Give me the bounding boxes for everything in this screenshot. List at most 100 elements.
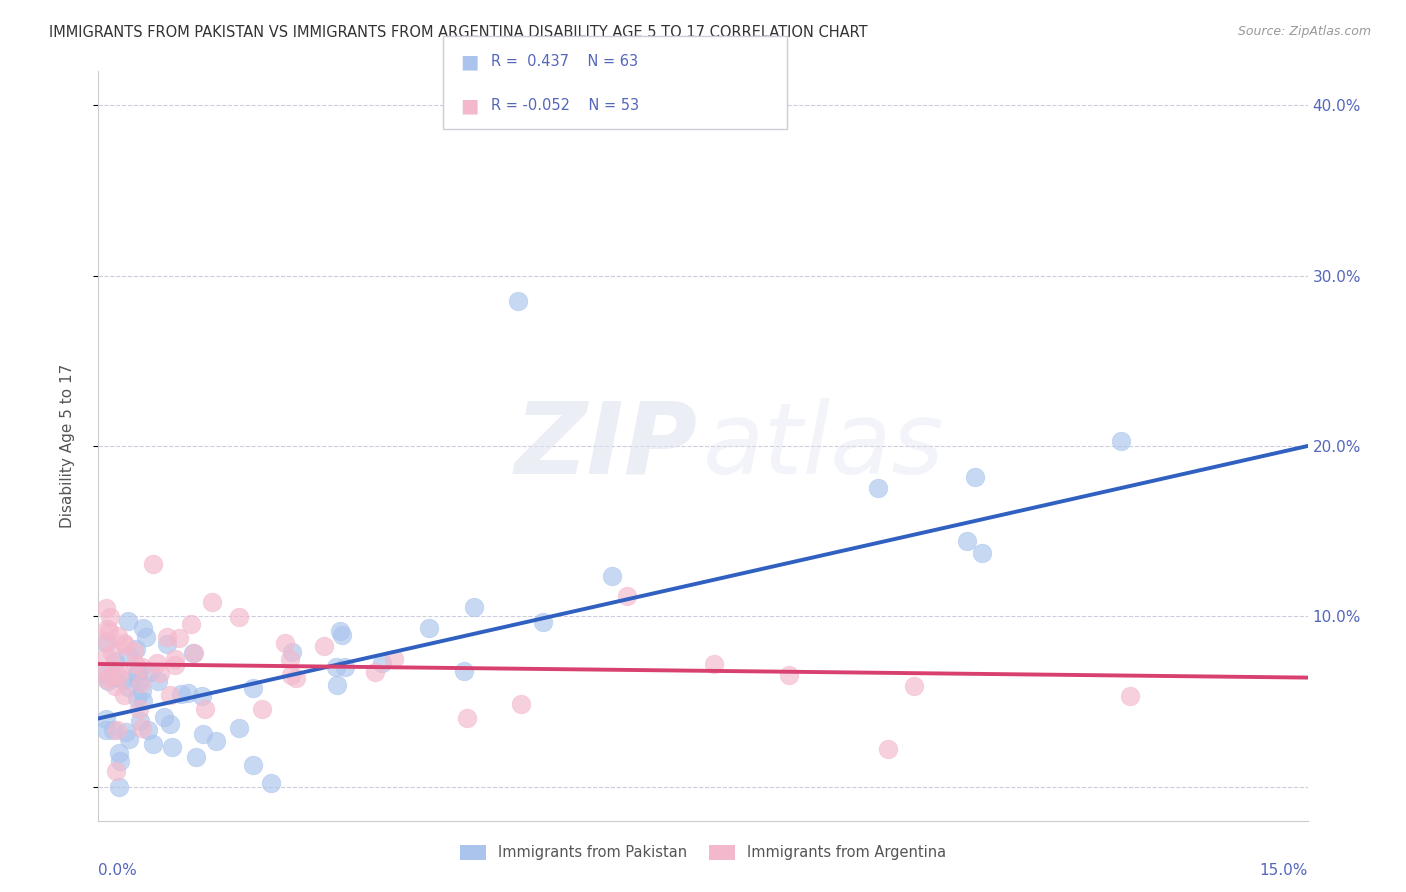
- Text: ■: ■: [460, 53, 478, 71]
- Text: R = -0.052    N = 53: R = -0.052 N = 53: [491, 98, 638, 113]
- Point: [115, 724, 138, 739]
- Point: [127, 666, 149, 681]
- Point: [100, 669, 122, 683]
- Point: [129, 676, 152, 690]
- Point: [326, 678, 349, 692]
- Point: [278, 652, 301, 666]
- Point: [124, 657, 146, 672]
- Point: [96, 666, 118, 681]
- Point: [1109, 434, 1132, 448]
- Point: [96, 712, 118, 726]
- Point: [103, 723, 125, 737]
- Point: [193, 726, 215, 740]
- Point: [98, 610, 121, 624]
- Point: [600, 569, 623, 583]
- Point: [181, 646, 204, 660]
- Point: [159, 688, 181, 702]
- Point: [96, 650, 118, 665]
- Point: [260, 775, 283, 789]
- Point: [135, 630, 157, 644]
- Point: [204, 733, 226, 747]
- Point: [371, 656, 394, 670]
- Text: atlas: atlas: [703, 398, 945, 494]
- Point: [170, 687, 193, 701]
- Point: [111, 673, 134, 687]
- Point: [107, 629, 129, 643]
- Point: [104, 764, 127, 779]
- Point: [418, 621, 440, 635]
- Point: [131, 721, 153, 735]
- Point: [963, 469, 986, 483]
- Point: [146, 673, 169, 688]
- Text: ■: ■: [460, 96, 478, 115]
- Point: [956, 533, 979, 548]
- Point: [703, 657, 725, 671]
- Legend: Immigrants from Pakistan, Immigrants from Argentina: Immigrants from Pakistan, Immigrants fro…: [454, 838, 952, 866]
- Point: [142, 558, 165, 572]
- Point: [136, 723, 159, 738]
- Point: [184, 750, 207, 764]
- Point: [149, 666, 172, 681]
- Point: [96, 636, 118, 650]
- Point: [329, 624, 352, 638]
- Point: [96, 601, 118, 615]
- Point: [105, 723, 128, 738]
- Point: [131, 683, 153, 698]
- Point: [453, 664, 475, 678]
- Point: [138, 665, 160, 679]
- Text: R =  0.437    N = 63: R = 0.437 N = 63: [491, 54, 638, 70]
- Point: [242, 757, 264, 772]
- Point: [330, 627, 353, 641]
- Point: [242, 681, 264, 696]
- Point: [333, 660, 356, 674]
- Point: [97, 673, 120, 688]
- Point: [877, 742, 900, 756]
- Point: [463, 600, 485, 615]
- Point: [96, 672, 118, 686]
- Point: [117, 614, 139, 628]
- Y-axis label: Disability Age 5 to 17: Disability Age 5 to 17: [60, 364, 75, 528]
- Point: [250, 701, 273, 715]
- Point: [104, 655, 127, 669]
- Point: [456, 711, 478, 725]
- Point: [96, 723, 118, 737]
- Point: [132, 694, 155, 708]
- Point: [128, 701, 150, 715]
- Text: 0.0%: 0.0%: [98, 863, 138, 879]
- Point: [163, 652, 186, 666]
- Point: [127, 690, 149, 705]
- Point: [156, 637, 179, 651]
- Point: [201, 595, 224, 609]
- Point: [146, 656, 169, 670]
- Point: [163, 658, 186, 673]
- Point: [156, 631, 179, 645]
- Point: [531, 615, 554, 629]
- Point: [364, 665, 387, 680]
- Point: [114, 638, 136, 652]
- Point: [159, 717, 181, 731]
- Point: [194, 702, 217, 716]
- Point: [903, 680, 925, 694]
- Point: [228, 610, 250, 624]
- Point: [118, 731, 141, 746]
- Point: [131, 659, 153, 673]
- Point: [100, 646, 122, 660]
- Point: [96, 622, 118, 636]
- Text: IMMIGRANTS FROM PAKISTAN VS IMMIGRANTS FROM ARGENTINA DISABILITY AGE 5 TO 17 COR: IMMIGRANTS FROM PAKISTAN VS IMMIGRANTS F…: [49, 25, 868, 40]
- Point: [190, 689, 212, 703]
- Point: [167, 631, 190, 645]
- Text: 15.0%: 15.0%: [1260, 863, 1308, 879]
- Point: [108, 663, 131, 677]
- Point: [778, 668, 800, 682]
- Point: [124, 641, 146, 656]
- Point: [117, 680, 139, 694]
- Point: [284, 671, 307, 685]
- Point: [183, 646, 205, 660]
- Point: [96, 665, 118, 679]
- Point: [228, 721, 250, 735]
- Point: [117, 648, 139, 663]
- Point: [142, 737, 165, 751]
- Point: [129, 714, 152, 729]
- Text: ZIP: ZIP: [515, 398, 697, 494]
- Point: [108, 780, 131, 794]
